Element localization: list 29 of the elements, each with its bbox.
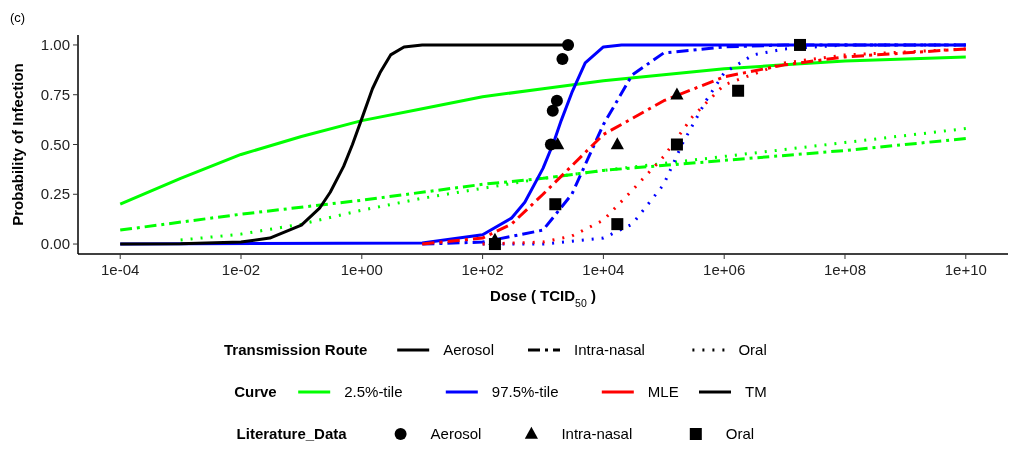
legend-label: MLE [647,383,679,400]
legend-label: Aerosol [443,341,495,358]
x-tick-label: 1e+06 [703,261,746,278]
legend-label: 97.5%-tile [491,383,559,400]
x-axis-title: Dose ( TCID$_{50}$ ) [490,287,596,309]
text: Aerosol [430,425,482,442]
text: Intra-nasal [561,425,633,442]
y-tick-label: 0.75 [40,85,70,103]
text: Curve [234,383,277,400]
y-tick-label: 0.25 [40,185,70,203]
legend-label: Intra-nasal [574,341,645,358]
x-tick-label: 1e+02 [461,261,504,278]
x-tick-label: 1e-02 [221,261,261,278]
text: Oral [725,425,755,442]
x-tick-label: 1e-04 [101,261,140,278]
y-tick-label: 0.50 [40,135,70,153]
x-tick-label: 1e+08 [823,261,867,278]
legend-label: Oral [738,341,767,358]
y-tick-label: 0.00 [40,235,70,253]
x-tick-label: 1e+10 [944,261,987,278]
chart-title: (c) [10,10,26,25]
text: Transmission Route [224,341,368,358]
text: Literature_Data [236,425,347,442]
y-tick-label: 1.00 [40,35,70,53]
y-axis-title: Probability of Infection [9,63,26,226]
legend-label: 2.5%-tile [344,383,403,400]
legend-label: TM [745,383,767,400]
x-tick-label: 1e+04 [582,261,625,278]
x-tick-label: 1e+00 [340,261,383,278]
